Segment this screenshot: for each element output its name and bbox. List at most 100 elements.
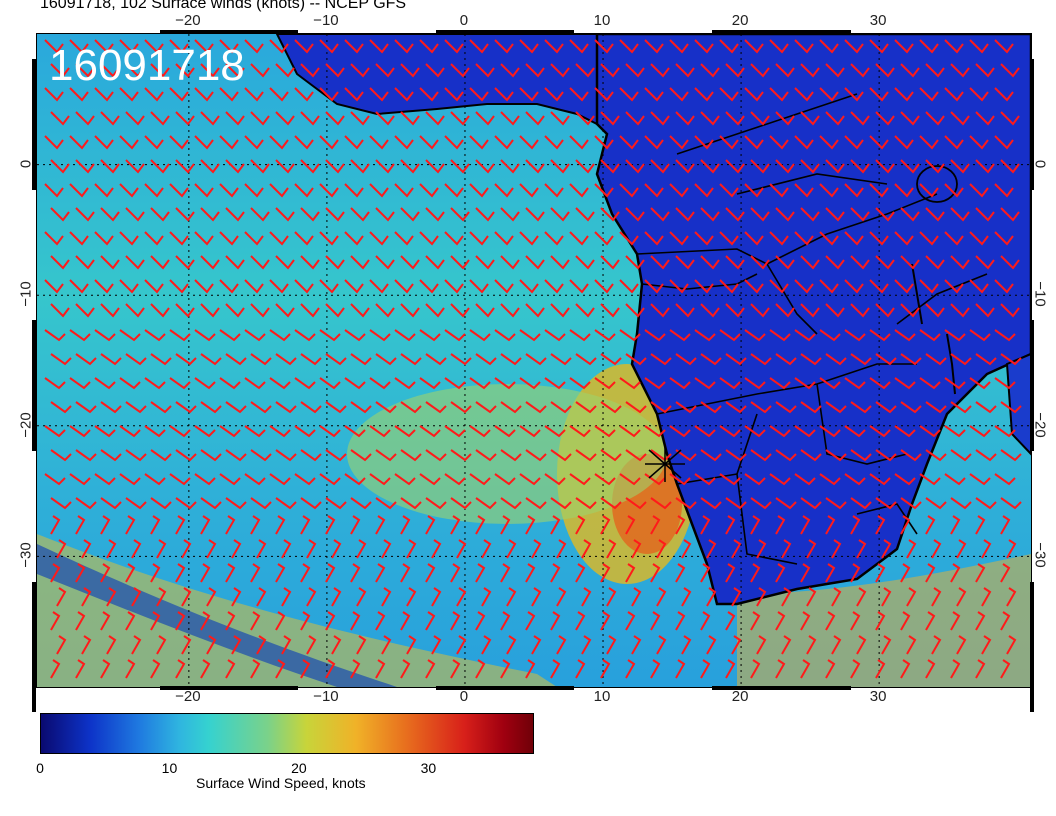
- wind-barb: [981, 539, 992, 559]
- wind-barb: [675, 659, 686, 679]
- wind-barb: [831, 587, 842, 607]
- wind-barb: [544, 329, 566, 342]
- wind-barb: [269, 329, 291, 342]
- wind-barb: [700, 497, 722, 510]
- wind-barb: [200, 515, 211, 535]
- wind-barb: [594, 377, 616, 390]
- wind-barb: [694, 377, 716, 390]
- wind-barb: [750, 303, 770, 318]
- wind-barb: [269, 279, 289, 294]
- wind-barb: [325, 449, 347, 462]
- wind-barb: [256, 635, 267, 655]
- wind-barb: [394, 425, 416, 438]
- wind-barb: [625, 659, 636, 679]
- wind-barb: [994, 473, 1016, 486]
- wind-barb: [775, 401, 797, 414]
- wind-barb: [706, 539, 717, 559]
- wind-barb: [206, 587, 217, 607]
- wind-barb: [275, 255, 295, 270]
- wind-barb: [869, 473, 891, 486]
- wind-barb: [519, 329, 541, 342]
- wind-barb: [250, 563, 261, 583]
- wind-barb: [625, 563, 636, 583]
- wind-barb: [925, 659, 936, 679]
- wind-barb: [175, 159, 195, 174]
- wind-barb: [575, 401, 597, 414]
- wind-barb: [794, 39, 814, 54]
- wind-barb: [394, 329, 416, 342]
- wind-barb: [625, 611, 636, 631]
- wind-barb: [875, 515, 886, 535]
- wind-barb: [525, 401, 547, 414]
- wind-barb: [200, 353, 222, 366]
- wind-barb: [475, 111, 495, 126]
- wind-barb: [406, 539, 417, 559]
- wind-barb: [300, 63, 320, 78]
- wind-barb: [675, 401, 697, 414]
- axis-tick-bar: [160, 30, 299, 34]
- wind-barb: [494, 329, 516, 342]
- wind-barb: [919, 329, 941, 342]
- wind-barb: [575, 449, 597, 462]
- wind-barb: [544, 473, 566, 486]
- wind-barb: [644, 87, 664, 102]
- wind-barb: [525, 159, 545, 174]
- wind-barb: [925, 159, 945, 174]
- wind-barb: [1006, 539, 1017, 559]
- wind-barb: [425, 401, 447, 414]
- wind-barb: [475, 303, 495, 318]
- wind-barb: [75, 449, 97, 462]
- wind-barb: [856, 539, 867, 559]
- wind-barb: [69, 135, 89, 150]
- wind-barb: [194, 279, 214, 294]
- lon-tick-label-top: 0: [459, 12, 469, 29]
- lake-victoria: [916, 165, 958, 203]
- wind-barb: [575, 303, 595, 318]
- lat-tick-label-left: −10: [17, 281, 35, 307]
- wind-barb: [169, 329, 191, 342]
- wind-barb: [825, 563, 836, 583]
- lat-tick-label-right: −30: [1031, 542, 1049, 569]
- wind-barb: [850, 207, 870, 222]
- wind-barb: [319, 231, 339, 246]
- wind-barb: [394, 183, 414, 198]
- lon-tick-label-bottom: −20: [175, 688, 201, 705]
- lon-tick-label-top: −20: [175, 12, 201, 29]
- wind-barb: [775, 207, 795, 222]
- wind-barb: [300, 353, 322, 366]
- wind-barb: [44, 279, 64, 294]
- wind-barb: [500, 449, 522, 462]
- wind-barb: [300, 401, 322, 414]
- wind-barb: [975, 303, 995, 318]
- wind-barb: [919, 279, 939, 294]
- wind-barb: [325, 303, 345, 318]
- wind-barb: [450, 659, 461, 679]
- wind-barb: [800, 111, 820, 126]
- wind-barb: [769, 329, 791, 342]
- lat-tick-label-right: −10: [1031, 281, 1049, 307]
- wind-barb: [800, 255, 820, 270]
- wind-barb: [619, 425, 641, 438]
- axis-tick-bar: [32, 59, 36, 190]
- wind-barb: [631, 587, 642, 607]
- wind-barb: [269, 473, 291, 486]
- wind-barb: [50, 659, 61, 679]
- wind-barb: [969, 473, 991, 486]
- wind-barb: [669, 183, 689, 198]
- wind-barb: [394, 473, 416, 486]
- wind-barb: [194, 135, 214, 150]
- wind-barb: [250, 111, 270, 126]
- wind-barb: [425, 497, 447, 510]
- wind-barb: [881, 635, 892, 655]
- wind-barb: [625, 497, 647, 510]
- wind-barb: [625, 63, 645, 78]
- wind-barb: [175, 497, 197, 510]
- wind-barb: [781, 539, 792, 559]
- wind-barb: [169, 473, 191, 486]
- wind-barb: [500, 63, 520, 78]
- axis-tick-bar: [160, 686, 299, 690]
- wind-barb: [81, 587, 92, 607]
- wind-barb: [750, 255, 770, 270]
- wind-barb: [900, 659, 911, 679]
- axis-tick-bar: [436, 686, 575, 690]
